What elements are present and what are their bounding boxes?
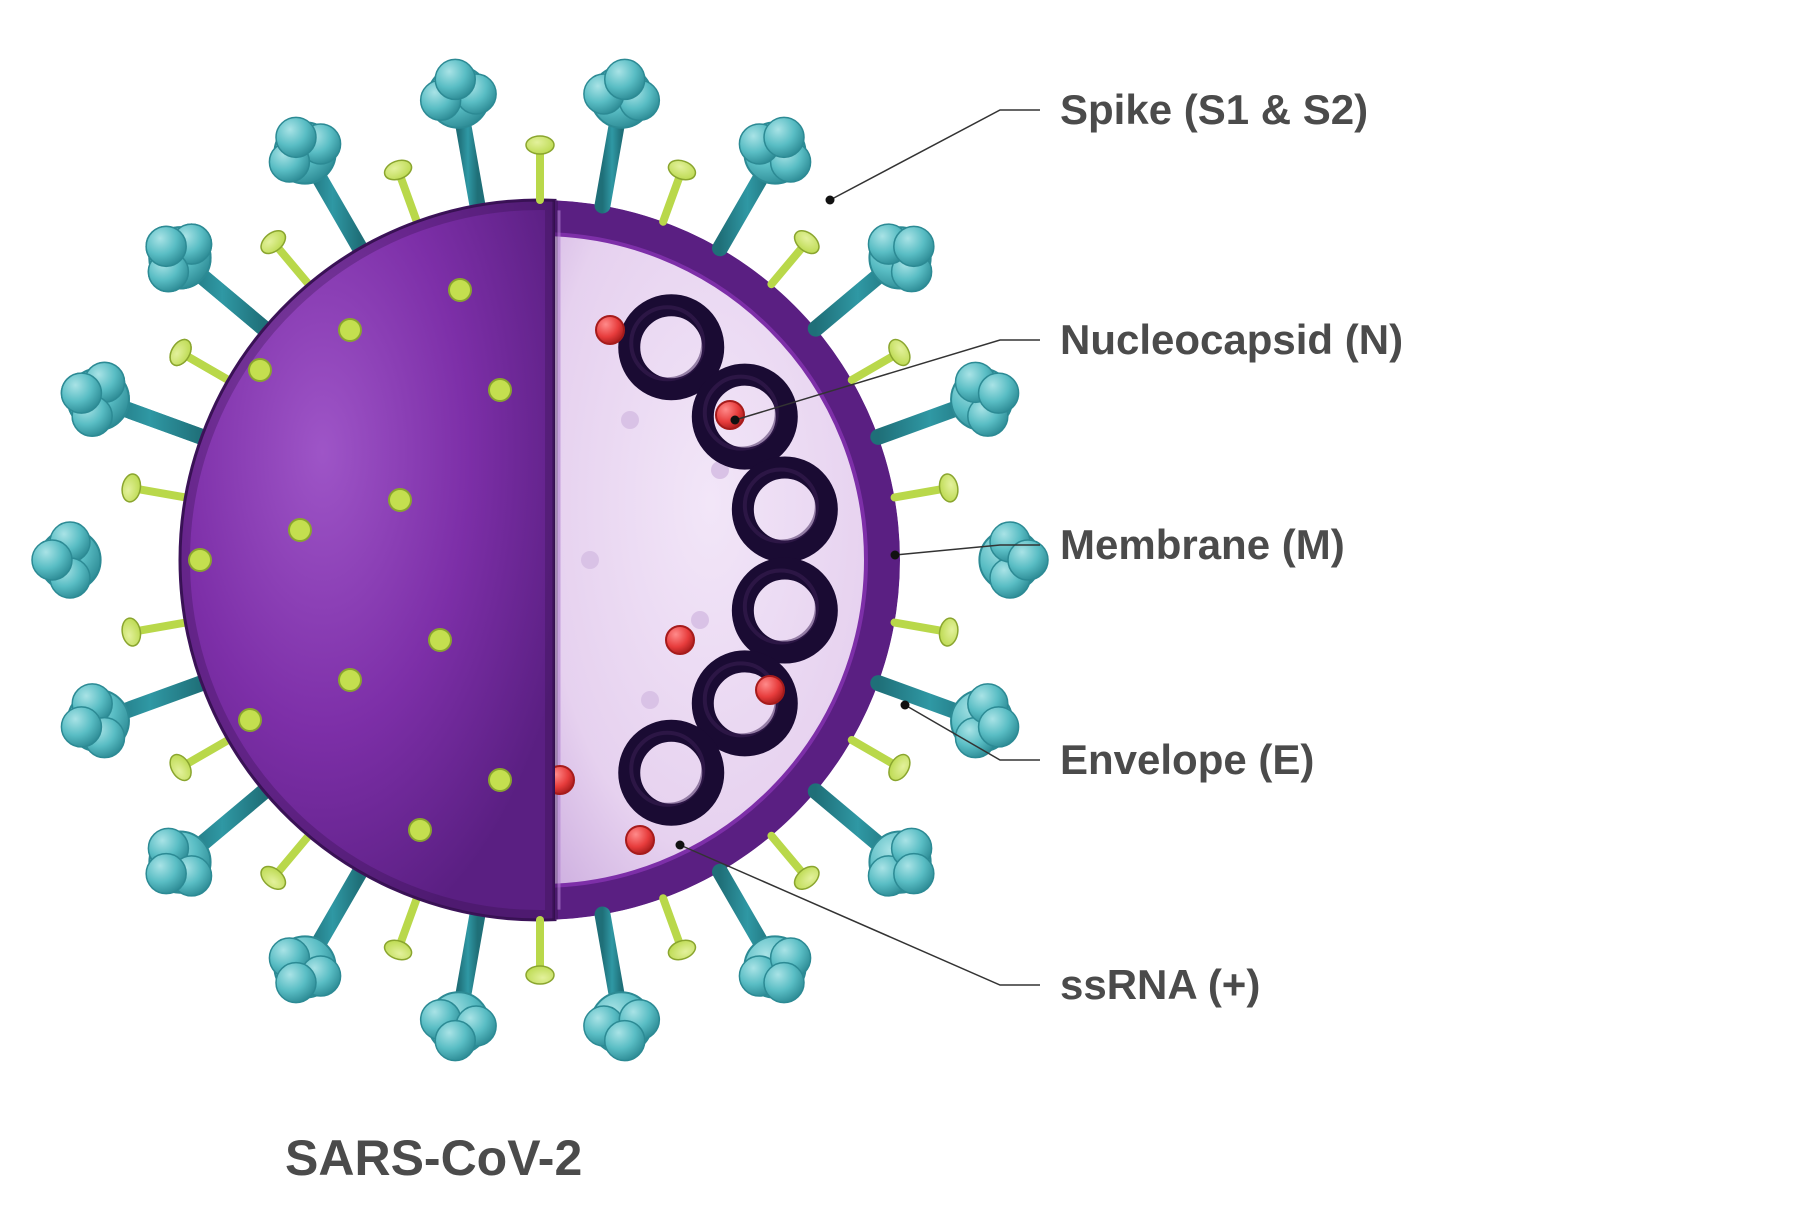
spike-protein [61,683,201,758]
leader-spike [830,110,1040,200]
spike-protein [421,59,496,205]
interior-dot [641,691,659,709]
spike-protein [146,791,264,895]
interior-dot [581,551,599,569]
envelope-protein [771,836,823,894]
spike-protein [61,362,201,437]
membrane-dot [449,279,471,301]
spike-protein [146,224,264,328]
leader-dot-envelope [901,701,910,710]
envelope-protein [257,836,309,894]
spike-protein [421,915,496,1061]
spike-protein [32,522,180,598]
label-membrane: Membrane (M) [1060,521,1345,568]
envelope-protein [120,473,185,504]
spike-protein [720,117,811,248]
spike-protein [816,791,934,895]
envelope-protein [852,740,914,784]
membrane-dot [409,819,431,841]
title: SARS-CoV-2 [285,1130,582,1186]
label-nucleocapsid: Nucleocapsid (N) [1060,316,1403,363]
membrane-dot [249,359,271,381]
spike-protein [720,872,811,1003]
envelope-protein [382,898,417,963]
envelope-protein [771,226,823,284]
membrane-dot [429,629,451,651]
membrane-dot [389,489,411,511]
envelope-protein [526,920,554,984]
membrane-dot [489,769,511,791]
interior-dot [691,611,709,629]
label-envelope: Envelope (E) [1060,736,1314,783]
spike-protein [269,117,360,248]
nucleocapsid-bead [716,401,744,429]
membrane-dot [289,519,311,541]
envelope-protein [166,336,228,380]
nucleocapsid-bead [626,826,654,854]
interior-dot [621,411,639,429]
spike-protein [584,915,659,1061]
nucleocapsid-bead [666,626,694,654]
envelope-protein [895,617,960,648]
leader-dot-ssrna [676,841,685,850]
leader-dot-nucleocapsid [731,416,740,425]
spike-protein [816,224,934,328]
membrane-dot [339,669,361,691]
envelope-protein [120,617,185,648]
envelope-protein [895,473,960,504]
spike-protein [878,683,1018,758]
envelope-protein [382,157,417,222]
labels: Spike (S1 & S2) Nucleocapsid (N) Membrane … [1060,86,1403,1008]
envelope-protein [257,226,309,284]
spike-protein [584,59,659,205]
label-ssrna: ssRNA (+) [1060,961,1260,1008]
envelope-protein [166,740,228,784]
nucleocapsid-bead [756,676,784,704]
leader-ssrna [680,845,1040,985]
envelope-protein [852,336,914,380]
spike-protein [900,522,1048,598]
leader-dot-spike [826,196,835,205]
envelope-protein [663,898,698,963]
membrane-dot [339,319,361,341]
nucleocapsid-bead [596,316,624,344]
diagram-title: SARS-CoV-2 [285,1130,582,1186]
envelope-protein [663,157,698,222]
membrane-dot [239,709,261,731]
spike-protein [878,362,1018,437]
envelope-protein [526,136,554,200]
membrane-dot [189,549,211,571]
label-spike: Spike (S1 & S2) [1060,86,1368,133]
spike-protein [269,872,360,1003]
membrane-dot [489,379,511,401]
leader-dot-membrane [891,551,900,560]
virus-diagram: Spike (S1 & S2) Nucleocapsid (N) Membrane … [0,0,1800,1230]
